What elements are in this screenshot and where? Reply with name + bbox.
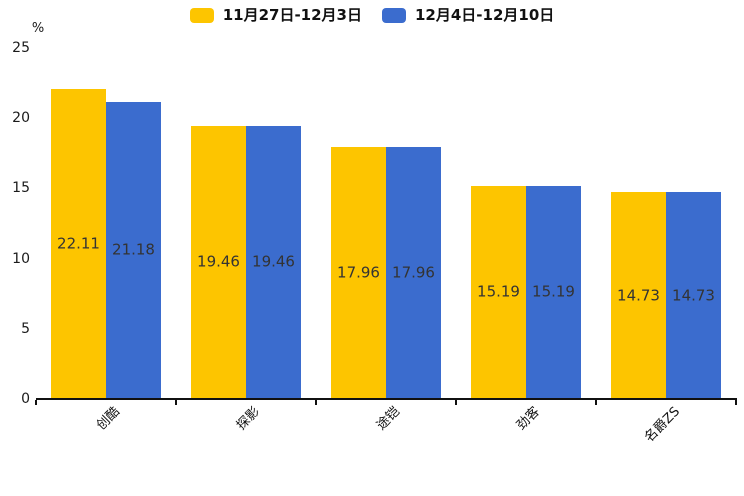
bar xyxy=(106,101,161,399)
legend: 11月27日-12月3日 12月4日-12月10日 xyxy=(0,8,744,23)
legend-item: 12月4日-12月10日 xyxy=(382,8,554,23)
bar-value-label: 17.96 xyxy=(337,263,380,282)
bar-value-label: 15.19 xyxy=(477,282,520,301)
y-tick-label: 10 xyxy=(12,250,30,267)
y-tick-label: 20 xyxy=(12,110,30,127)
bar-value-label: 19.46 xyxy=(197,252,240,271)
bar-value-label: 15.19 xyxy=(532,282,575,301)
y-axis-unit-label: % xyxy=(31,21,45,36)
bar xyxy=(51,88,106,399)
legend-swatch-icon xyxy=(382,8,406,23)
legend-swatch-icon xyxy=(189,8,214,23)
bar xyxy=(666,192,721,399)
x-tick-label: 名爵ZS xyxy=(641,404,683,446)
bar xyxy=(331,146,386,399)
bar-value-label: 22.11 xyxy=(57,234,100,253)
y-tick-label: 15 xyxy=(12,180,30,197)
legend-item: 11月27日-12月3日 xyxy=(189,6,362,24)
bar xyxy=(386,146,441,399)
x-tick-mark xyxy=(735,400,737,405)
bar-value-label: 21.18 xyxy=(112,240,155,259)
legend-label: 12月4日-12月10日 xyxy=(415,6,555,24)
x-axis-line xyxy=(36,398,737,400)
x-tick-label: 探影 xyxy=(233,404,263,434)
x-tick-mark xyxy=(35,400,37,405)
legend-label: 11月27日-12月3日 xyxy=(222,6,362,24)
bar-value-label: 17.96 xyxy=(392,263,435,282)
y-tick-label: 25 xyxy=(12,40,30,56)
x-tick-mark xyxy=(175,400,177,405)
y-tick-label: 0 xyxy=(21,391,30,407)
x-tick-label: 途铠 xyxy=(373,404,403,434)
bar xyxy=(471,185,526,399)
bar xyxy=(191,125,246,399)
x-tick-label: 创酷 xyxy=(93,404,123,434)
bar xyxy=(611,192,666,399)
x-tick-mark xyxy=(455,400,457,405)
x-tick-mark xyxy=(315,400,317,405)
x-tick-mark xyxy=(595,400,597,405)
bar xyxy=(526,185,581,399)
x-tick-label: 劲客 xyxy=(513,404,543,434)
bar-value-label: 19.46 xyxy=(252,252,295,271)
bar-value-label: 14.73 xyxy=(617,286,660,305)
y-tick-label: 5 xyxy=(21,320,30,337)
bar-value-label: 14.73 xyxy=(672,286,715,305)
bar xyxy=(246,125,301,399)
